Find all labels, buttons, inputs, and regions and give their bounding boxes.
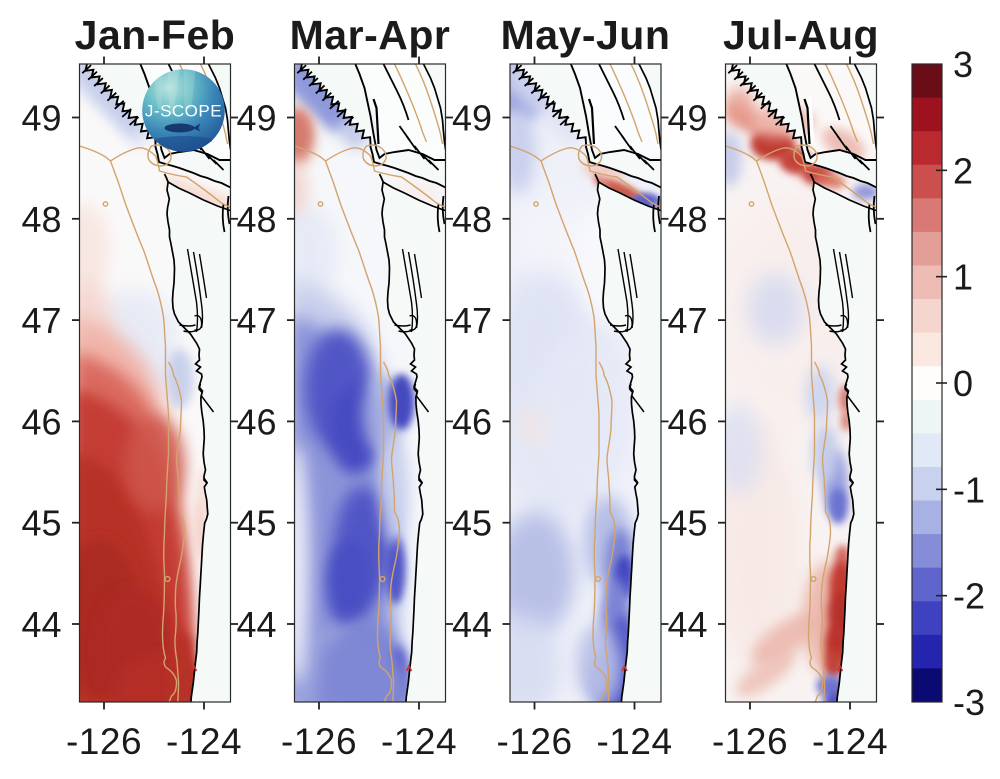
svg-text:44: 44: [236, 604, 276, 645]
svg-text:J-SCOPE: J-SCOPE: [145, 102, 222, 121]
svg-text:-124: -124: [381, 721, 457, 762]
svg-text:0: 0: [953, 363, 973, 404]
svg-text:-126: -126: [496, 721, 572, 762]
svg-text:1: 1: [953, 257, 973, 298]
svg-text:48: 48: [236, 199, 276, 240]
svg-text:May-Jun: May-Jun: [501, 12, 671, 58]
svg-text:49: 49: [21, 98, 61, 139]
svg-text:-126: -126: [712, 721, 788, 762]
svg-text:Jan-Feb: Jan-Feb: [75, 12, 236, 58]
svg-text:44: 44: [667, 604, 707, 645]
svg-text:-124: -124: [596, 721, 672, 762]
svg-text:47: 47: [236, 300, 276, 341]
svg-text:48: 48: [21, 199, 61, 240]
svg-text:44: 44: [452, 604, 492, 645]
svg-text:-124: -124: [166, 721, 242, 762]
svg-text:-3: -3: [953, 682, 985, 723]
svg-text:45: 45: [236, 503, 276, 544]
svg-text:45: 45: [21, 503, 61, 544]
svg-text:46: 46: [452, 401, 492, 442]
svg-text:48: 48: [452, 199, 492, 240]
svg-text:46: 46: [667, 401, 707, 442]
svg-text:45: 45: [452, 503, 492, 544]
svg-text:Mar-Apr: Mar-Apr: [290, 12, 451, 58]
svg-text:-2: -2: [953, 576, 985, 617]
svg-text:44: 44: [21, 604, 61, 645]
svg-text:Jul-Aug: Jul-Aug: [723, 12, 879, 58]
svg-text:47: 47: [667, 300, 707, 341]
svg-text:49: 49: [452, 98, 492, 139]
svg-text:46: 46: [236, 401, 276, 442]
svg-text:49: 49: [236, 98, 276, 139]
svg-text:48: 48: [667, 199, 707, 240]
svg-text:-124: -124: [812, 721, 888, 762]
svg-text:45: 45: [667, 503, 707, 544]
svg-text:3: 3: [953, 44, 973, 85]
svg-text:-1: -1: [953, 469, 985, 510]
svg-text:49: 49: [667, 98, 707, 139]
svg-text:-126: -126: [281, 721, 357, 762]
svg-text:46: 46: [21, 401, 61, 442]
svg-text:47: 47: [452, 300, 492, 341]
svg-text:2: 2: [953, 150, 973, 191]
svg-text:47: 47: [21, 300, 61, 341]
svg-text:-126: -126: [66, 721, 142, 762]
